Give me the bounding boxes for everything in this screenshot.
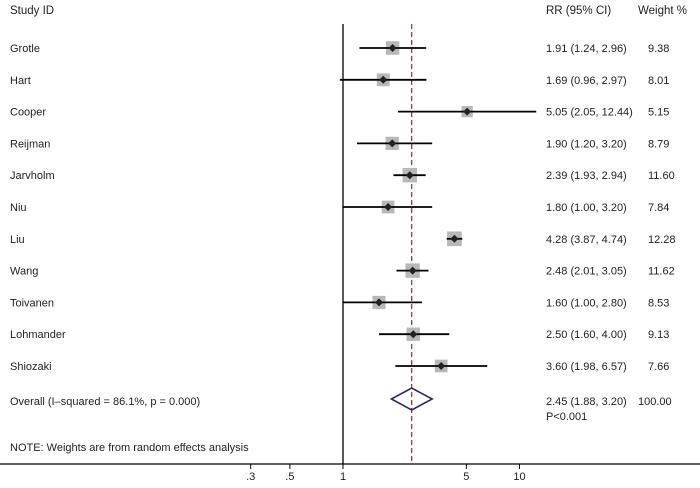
point-estimate [388,44,397,52]
study-name: Shiozaki [10,361,52,373]
study-ci-text: 1.60 (1.00, 2.80) [546,297,627,309]
study-weight: 12.28 [648,234,676,246]
reference-lines [342,24,413,464]
study-ci-text: 1.80 (1.00, 3.20) [546,202,627,214]
study-ci-text: 2.50 (1.60, 4.00) [546,329,627,341]
point-estimate [384,203,393,211]
study-weight: 7.66 [648,361,669,373]
header-rr-ci: RR (95% CI) [546,5,611,17]
study-weight: 11.62 [648,266,675,278]
study-ci-text: 1.90 (1.20, 3.20) [546,138,627,150]
point-estimate [409,330,418,339]
study-name: Lohmander [10,329,66,341]
study-name: Niu [10,202,27,214]
x-tick-label: 10 [513,471,525,483]
point-estimate [375,298,384,307]
x-tick-label: 5 [463,471,469,483]
study-ci-text: 2.39 (1.93, 2.94) [546,170,627,182]
study-ci-text: 4.28 (3.87, 4.74) [546,234,627,246]
overall-label: Overall (I–squared = 86.1%, p = 0.000) [10,396,200,408]
x-axis: .3 .5 1 5 10 [0,463,700,483]
study-weight: 9.13 [648,329,669,341]
point-estimate [408,266,417,275]
study-ci-text: 1.91 (1.24, 2.96) [546,43,627,55]
study-ci-text: 3.60 (1.98, 6.57) [546,361,627,373]
study-name: Hart [10,75,31,87]
point-estimate [405,171,414,180]
x-tick-label: .5 [285,471,294,483]
study-weight: 11.60 [648,170,675,182]
study-name: Jarvholm [10,170,55,182]
header-study-id: Study ID [10,5,54,17]
overall-diamond [389,387,434,411]
x-tick-label: 1 [340,471,346,483]
overall-p-value: P<0.001 [546,411,587,423]
study-weight: 8.01 [648,75,669,87]
overall-weight: 100.00 [638,396,672,408]
study-weight: 8.79 [648,138,669,150]
study-name: Toivanen [10,297,54,309]
study-name: Grotle [10,43,40,55]
study-name: Wang [10,266,38,278]
point-estimate [463,107,472,116]
study-weight: 8.53 [648,297,669,309]
point-estimate [388,139,397,148]
point-estimate [450,234,459,243]
column-headers: Study ID RR (95% CI) Weight % [10,5,687,17]
study-name: Cooper [10,107,46,119]
footnote: NOTE: Weights are from random effects an… [10,442,249,454]
point-estimate [437,362,446,370]
study-weight: 9.38 [648,43,669,55]
study-name: Liu [10,234,25,246]
x-tick-label: .3 [246,471,255,483]
study-weight: 5.15 [648,107,669,119]
header-weight: Weight % [638,5,687,17]
point-estimate [379,75,388,84]
study-ci-text: 2.48 (2.01, 3.05) [546,266,627,278]
study-marks [339,41,537,411]
study-weight: 7.84 [648,202,669,214]
study-ci-text: 5.05 (2.05, 12.44) [546,107,633,119]
overall-ci-text: 2.45 (1.88, 3.20) [546,396,627,408]
study-ci-text: 1.69 (0.96, 2.97) [546,75,627,87]
overall-row: Overall (I–squared = 86.1%, p = 0.000) 2… [10,396,672,423]
study-name: Reijman [10,138,50,150]
study-rows: Grotle 1.91 (1.24, 2.96) 9.38 Hart 1.69 (0.9… [10,43,676,373]
